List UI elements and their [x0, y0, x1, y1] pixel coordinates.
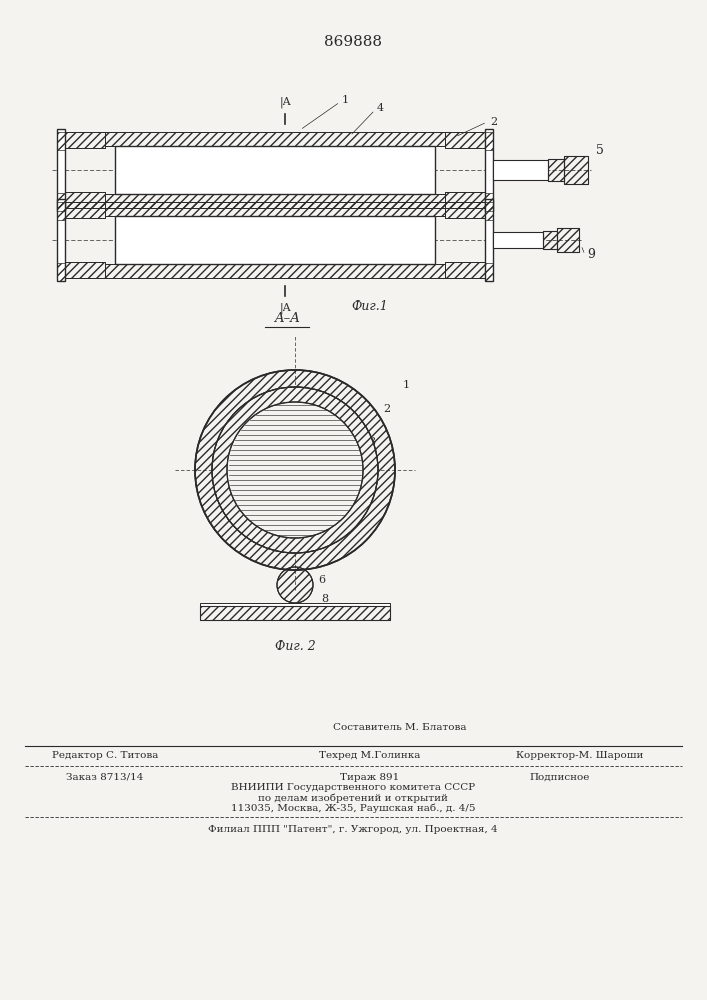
Text: 1: 1 [403, 380, 410, 390]
Bar [445, 202, 485, 218]
Text: 869888: 869888 [324, 35, 382, 49]
Bar [485, 193, 493, 211]
Bar [485, 263, 493, 281]
Bar [200, 606, 390, 620]
Circle shape [227, 402, 363, 538]
Text: ВНИИПИ Государственного комитета СССР: ВНИИПИ Государственного комитета СССР [231, 784, 475, 792]
Bar [557, 228, 579, 252]
Bar [65, 262, 105, 278]
Text: |A: |A [279, 97, 291, 108]
Bar [105, 202, 445, 216]
Text: 4: 4 [377, 103, 384, 113]
Bar [57, 193, 65, 211]
Bar [57, 202, 65, 220]
Bar [65, 202, 105, 218]
Bar [445, 132, 485, 148]
Text: Корректор-М. Шароши: Корректор-М. Шароши [516, 752, 643, 760]
Bar [564, 156, 588, 184]
Bar [115, 146, 435, 194]
Text: Тираж 891: Тираж 891 [340, 772, 399, 782]
Bar [105, 132, 445, 146]
Bar [105, 264, 445, 278]
Bar [57, 132, 65, 150]
Bar [65, 132, 105, 148]
Bar [65, 262, 105, 278]
Bar [445, 192, 485, 208]
Bar [485, 132, 493, 150]
Bar [445, 132, 485, 148]
Bar [485, 199, 493, 281]
Bar [65, 192, 105, 208]
Bar [105, 132, 445, 146]
Text: Филиал ППП "Патент", г. Ужгород, ул. Проектная, 4: Филиал ППП "Патент", г. Ужгород, ул. Про… [208, 824, 498, 834]
Bar [445, 192, 485, 208]
Bar [493, 232, 543, 248]
Text: Фиг.1: Фиг.1 [351, 300, 388, 313]
Text: Редактор С. Титова: Редактор С. Титова [52, 752, 158, 760]
Circle shape [212, 387, 378, 553]
Bar [200, 606, 390, 620]
Bar [105, 264, 445, 278]
Bar [65, 192, 105, 208]
Bar [105, 202, 445, 216]
Text: 2: 2 [490, 117, 497, 127]
Bar [485, 129, 493, 211]
Bar [485, 202, 493, 220]
Bar [57, 129, 65, 211]
Text: 9: 9 [587, 248, 595, 261]
Bar [105, 194, 445, 208]
Text: 5: 5 [596, 143, 604, 156]
Text: Фиг. 2: Фиг. 2 [274, 640, 315, 653]
Bar [543, 231, 557, 249]
Bar [564, 156, 588, 184]
Bar [57, 263, 65, 281]
Bar [57, 199, 65, 281]
Bar [557, 228, 579, 252]
Text: 8: 8 [321, 594, 328, 604]
Bar [543, 231, 557, 249]
Bar [115, 216, 435, 264]
Bar [548, 159, 564, 181]
Bar [493, 160, 548, 180]
Text: 2: 2 [383, 404, 390, 414]
Text: Техред М.Голинка: Техред М.Голинка [320, 752, 421, 760]
Bar [200, 603, 390, 606]
Bar [548, 159, 564, 181]
Text: 3: 3 [368, 437, 375, 447]
Bar [445, 262, 485, 278]
Text: A–A: A–A [274, 312, 300, 325]
Text: |A: |A [279, 302, 291, 314]
Bar [445, 202, 485, 218]
Bar [65, 202, 105, 218]
Text: Составитель М. Блатова: Составитель М. Блатова [333, 723, 467, 732]
Text: по делам изобретений и открытий: по делам изобретений и открытий [258, 793, 448, 803]
Text: Подписное: Подписное [530, 772, 590, 782]
Text: 6: 6 [318, 575, 325, 585]
Bar [105, 194, 445, 208]
Bar [65, 132, 105, 148]
Text: 113035, Москва, Ж-35, Раушская наб., д. 4/5: 113035, Москва, Ж-35, Раушская наб., д. … [230, 803, 475, 813]
Text: Заказ 8713/14: Заказ 8713/14 [66, 772, 144, 782]
Bar [445, 262, 485, 278]
Text: 1: 1 [342, 95, 349, 105]
